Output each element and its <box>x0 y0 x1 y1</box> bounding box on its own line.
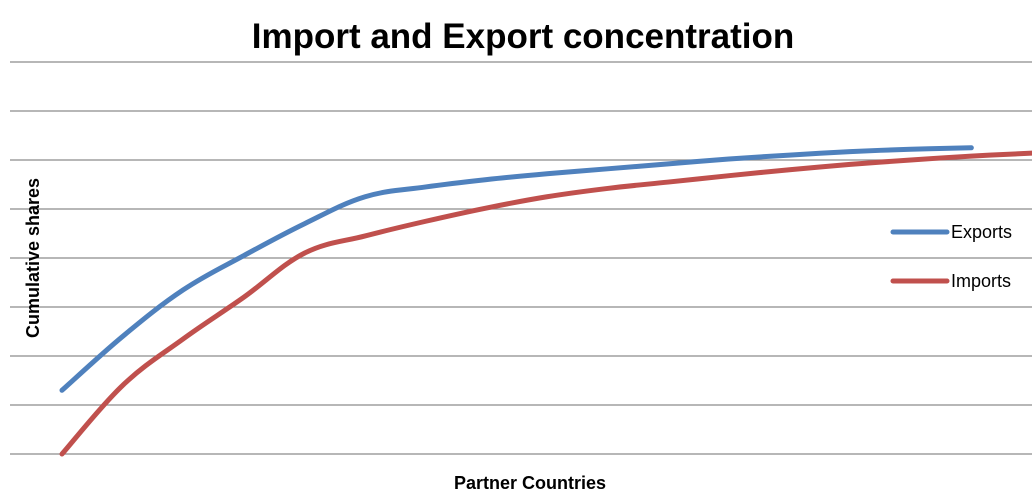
legend-label-imports: Imports <box>951 271 1011 291</box>
series-line-imports <box>59 150 1032 457</box>
legend: Exports Imports <box>890 222 1012 291</box>
chart-title: Import and Export concentration <box>252 17 795 56</box>
y-axis-label: Cumulative shares <box>23 178 43 338</box>
series-lines <box>59 145 1032 457</box>
x-axis-label: Partner Countries <box>454 473 606 493</box>
legend-label-exports: Exports <box>951 222 1012 242</box>
series-line-exports <box>59 145 974 393</box>
gridlines <box>10 61 1032 455</box>
